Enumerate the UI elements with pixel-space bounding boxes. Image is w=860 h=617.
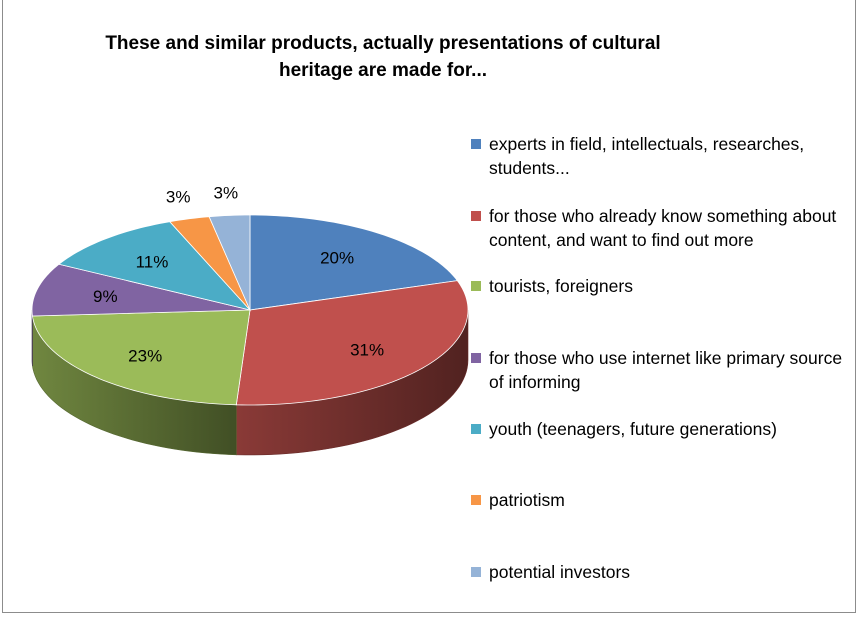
pie-slice	[249, 214, 459, 311]
legend-label: youth (teenagers, future generations)	[489, 419, 777, 439]
pie-data-label: 31%	[350, 341, 384, 360]
legend-swatch	[471, 353, 481, 363]
pie-slice	[168, 216, 251, 311]
pie-slice	[31, 309, 251, 406]
pie-data-label: 3%	[214, 183, 239, 202]
legend-swatch	[471, 281, 481, 291]
legend-swatch	[471, 211, 481, 221]
legend-swatch	[471, 424, 481, 434]
pie-slice	[235, 280, 469, 406]
legend-label: for those who use internet like primary …	[489, 348, 843, 392]
legend-swatch	[471, 567, 481, 577]
pie-slice	[208, 214, 251, 311]
legend: experts in field, intellectuals, researc…	[471, 0, 860, 612]
legend-label: potential investors	[489, 562, 631, 582]
chart-title: These and similar products, actually pre…	[105, 33, 661, 81]
legend-label: patriotism	[489, 490, 565, 510]
pie-slice	[31, 263, 251, 317]
pie-data-label: 11%	[136, 253, 169, 272]
legend-label: for those who already know something abo…	[489, 206, 837, 250]
pie-chart: 20% 31% 23% 9% 11% 3% 3%	[31, 183, 469, 456]
pie-data-label: 20%	[320, 249, 354, 268]
pie-data-label: 9%	[93, 287, 118, 306]
pie-data-labels: 20% 31% 23% 9% 11% 3% 3%	[93, 183, 384, 365]
pie-data-label: 3%	[166, 187, 191, 206]
pie-data-label: 23%	[128, 347, 162, 366]
legend-swatch	[471, 139, 481, 149]
pie-slices	[31, 214, 469, 406]
legend-swatch	[471, 495, 481, 505]
pie-side-walls	[31, 309, 469, 456]
legend-label: tourists, foreigners	[489, 276, 633, 296]
legend-label: experts in field, intellectuals, researc…	[489, 134, 805, 178]
pie-slice	[58, 221, 252, 311]
